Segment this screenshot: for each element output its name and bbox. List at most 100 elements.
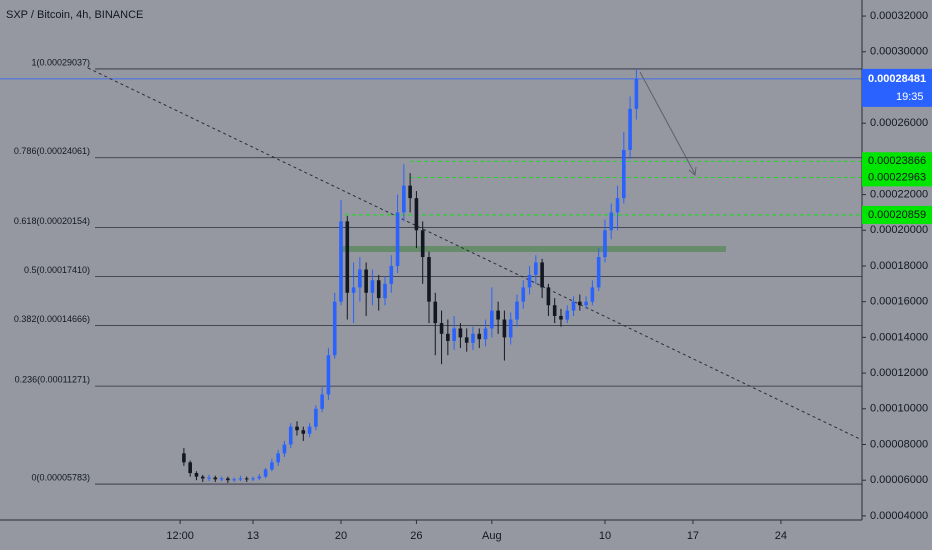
candle-body [376,280,381,299]
candle-body [590,287,595,302]
candle-body [314,408,318,427]
candle-body [508,319,513,338]
candle-body [213,477,218,480]
candle-body [584,301,588,306]
candle-body [477,333,482,340]
candle-body [490,310,494,329]
candle-body [464,337,469,343]
x-tick-label: 26 [410,530,422,542]
candle-body [609,212,614,231]
y-tick-label: 0.00006000 [870,474,928,486]
candle-body [622,149,626,199]
x-tick-label: 10 [599,530,611,542]
target-label: 0.00020859 [868,209,926,221]
candle-body [219,478,224,480]
candle-body [414,198,419,231]
fib-label: 0.236(0.00011271) [15,374,90,384]
candle-body [307,426,312,434]
candle-body [244,478,249,480]
candle-body [496,310,500,320]
plot [182,68,639,483]
arrow-head [688,166,697,176]
candle-body [332,301,337,356]
grid: 1(0.00029037) 0.786(0.00024061) 0.618(0.00… [0,57,862,485]
candle-body [282,444,287,454]
fib-label: 0.5(0.00017410) [24,265,90,275]
candle-body [238,478,243,480]
candle-body [358,269,362,288]
arrow [639,71,696,175]
candle-body [320,394,324,409]
candle-body [226,478,230,481]
current-price-box [862,68,932,107]
current-price-label: 0.00028481 [868,73,926,85]
candle-body [339,221,343,302]
y-tick-label: 0.00014000 [870,331,928,343]
target-label: 0.00023866 [868,155,926,167]
x-tick-label: 24 [775,530,787,542]
candle-body [603,230,607,258]
y-tick-label: 0.00032000 [870,10,928,22]
candle-body [263,469,268,477]
fib-label: 0(0.00005783) [31,472,90,482]
candle-body [521,287,526,302]
y-tick-label: 0.00026000 [870,117,928,129]
fib-label: 1(0.00029037) [31,57,90,67]
target-label-box [862,152,932,171]
trend-line [87,67,863,441]
candle-body [615,198,620,213]
candle-body [270,462,274,470]
candle-body [534,262,538,275]
candle-body [565,310,570,320]
candle-body [326,355,331,395]
candle-body [634,78,639,109]
candle-body [446,333,450,341]
fib-label: 0.618(0.00020154) [14,216,90,226]
candle-body [571,301,576,311]
candle-body [182,453,186,463]
y-tick-label: 0.00008000 [870,438,928,450]
y-tick-label: 0.00016000 [870,296,928,308]
candle-body [257,476,262,479]
y-tick-label: 0.00022000 [870,188,928,200]
candle-body [433,301,438,324]
candle-body [389,265,394,284]
y-tick-label: 0.00004000 [870,510,928,522]
candle-body [452,328,456,341]
candle-body [427,257,431,302]
candle-body [546,287,551,306]
candle-body [540,262,544,288]
candle-body [370,280,375,293]
target-label: 0.00022963 [868,171,926,183]
x-tick-label: 12:00 [166,530,194,542]
candle-body [383,283,387,299]
candle-body [194,473,199,477]
y-tick-label: 0.00018000 [870,260,928,272]
candle-body [408,185,412,199]
candle-body [527,274,532,288]
candle-body [559,315,563,320]
candle-body [301,430,306,434]
candle-body [232,479,236,481]
candle-body [552,305,557,316]
chart-title: SXP / Bitcoin, 4h, BINANCE [6,9,143,21]
fib-label: 0.786(0.00024061) [14,146,90,156]
candle-body [628,108,632,150]
candle-body [276,453,280,463]
x-tick-label: 13 [247,530,259,542]
candle-body [402,185,406,213]
candle-body [200,476,205,479]
candle-body [483,328,488,340]
target-label-box [862,168,932,187]
candle-body [364,269,368,293]
candle-body [439,323,444,334]
candle-body [471,333,475,343]
y-tick-label: 0.00020000 [870,224,928,236]
candle-body [515,301,519,320]
candle-body [188,462,192,474]
candle-body [458,328,463,338]
candle-body [420,230,425,258]
y-tick-label: 0.00010000 [870,403,928,415]
